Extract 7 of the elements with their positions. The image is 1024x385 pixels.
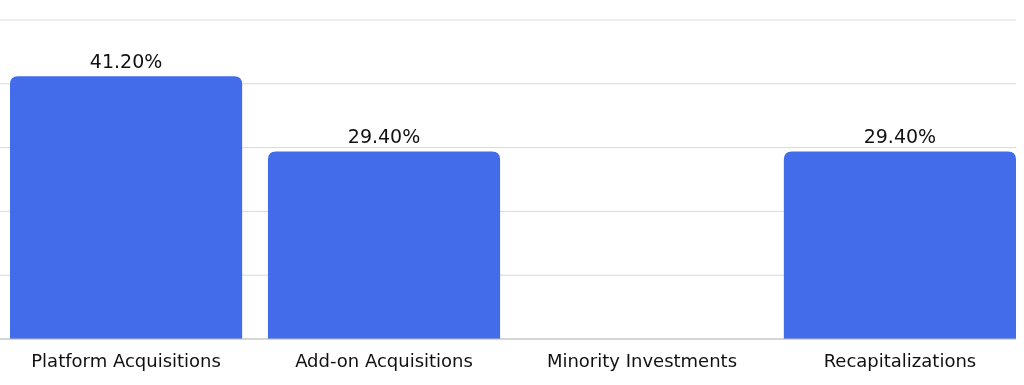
x-tick-label: Platform Acquisitions — [31, 350, 221, 371]
x-tick-label: Recapitalizations — [823, 350, 977, 371]
x-tick-label: Add-on Acquisitions — [295, 350, 473, 371]
x-tick-label: Minority Investments — [546, 350, 738, 371]
data-label: 29.40% — [863, 125, 937, 148]
data-label: 29.40% — [347, 125, 421, 148]
data-label: 41.20% — [89, 50, 163, 73]
